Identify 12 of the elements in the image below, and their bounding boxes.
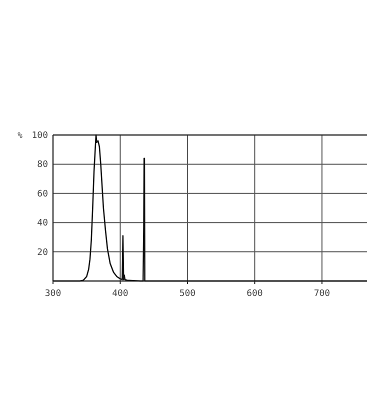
x-tick-label: 600 bbox=[246, 289, 263, 299]
line-series bbox=[52, 134, 367, 282]
y-tick-label: 20 bbox=[37, 248, 48, 258]
y-tick-label: 80 bbox=[37, 160, 48, 170]
x-tick-label: 400 bbox=[112, 289, 128, 299]
y-axis-title: % bbox=[18, 131, 23, 140]
y-tick-label: 40 bbox=[37, 218, 48, 229]
y-tick-label: 100 bbox=[32, 131, 48, 141]
x-tick-label: 500 bbox=[179, 289, 196, 299]
x-tick-label: 300 bbox=[44, 289, 62, 299]
y-tick-label: 60 bbox=[37, 189, 48, 200]
x-tick-label: 700 bbox=[314, 289, 330, 299]
